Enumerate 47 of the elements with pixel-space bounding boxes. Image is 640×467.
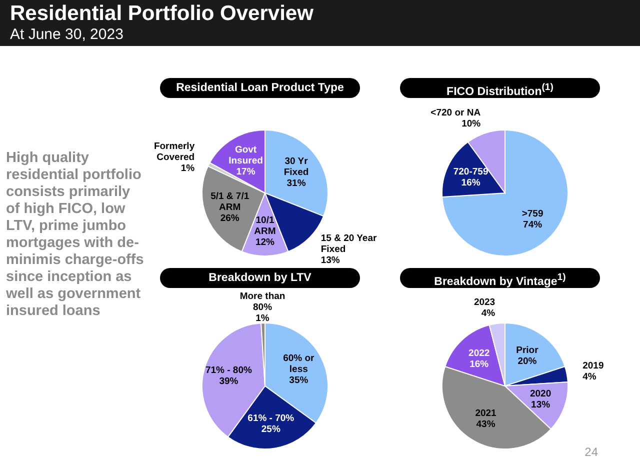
data-label: 20% [518,356,538,367]
slice-label: 30 Yr Fixed [284,156,309,178]
slice-label: 61% - 70% [248,412,295,424]
slice-label: 60% or less [283,352,315,375]
slice-label: Govt Insured [228,144,264,166]
data-label: 16% [461,177,481,188]
slice-label: 2022 [468,348,490,359]
slice-label: 71% - 80% [205,364,252,376]
data-label: 12% [255,236,276,248]
slice-label: Formerly Covered [154,141,196,164]
data-label: 13% [320,254,340,266]
slice-label: 2023 [474,297,496,308]
data-label: 1% [256,313,270,324]
data-label: 74% [523,219,543,230]
text: 24 [584,445,598,459]
data-label: 1% [180,163,196,174]
text: At June 30, 2023 [10,26,124,43]
data-label: 35% [289,374,309,386]
text: High quality residential portfolio consists primarily of high FICO, low LTV, prime jumbo mortgages with de-minimis charge-offs since inception as well as government insured loans [6,150,144,319]
data-label: 39% [219,376,239,387]
text: Residential Portfolio Overview [10,2,314,26]
slice-label: 2020 [530,388,552,400]
slice-label: <720 or NA [430,107,481,118]
data-label: 31% [286,178,306,189]
data-label: 16% [470,358,490,370]
data-label: 13% [531,399,551,410]
slice-label: >759 [522,208,544,220]
slice-label: Prior [516,344,539,356]
data-label: 26% [220,212,240,224]
slice-label: 5/1 & 7/1 ARM [210,190,250,213]
chart-title: FICO Distribution$^{(1)}$ [400,78,600,98]
chart-title: Breakdown by LTV [160,268,360,288]
data-label: 17% [236,166,256,178]
slice-label: 2021 [475,408,498,420]
data-label: 4% [481,308,496,320]
slice-label: 15 & 20 Year Fixed [320,232,377,255]
data-label: 10% [462,118,482,130]
data-label: 43% [476,419,496,430]
chart-title: Breakdown by Vintage$^{1)}$ [400,268,600,288]
chart-title: Residential Loan Product Type [160,78,360,98]
slice-label: 10/1 ARM [254,214,276,237]
pie-slice [442,130,568,256]
slice-label: 2019 [582,360,604,372]
slice-label: More than 80% [240,291,286,314]
slice-label: 720-759 [453,166,488,178]
data-label: 4% [582,372,597,383]
data-label: 25% [261,424,281,435]
